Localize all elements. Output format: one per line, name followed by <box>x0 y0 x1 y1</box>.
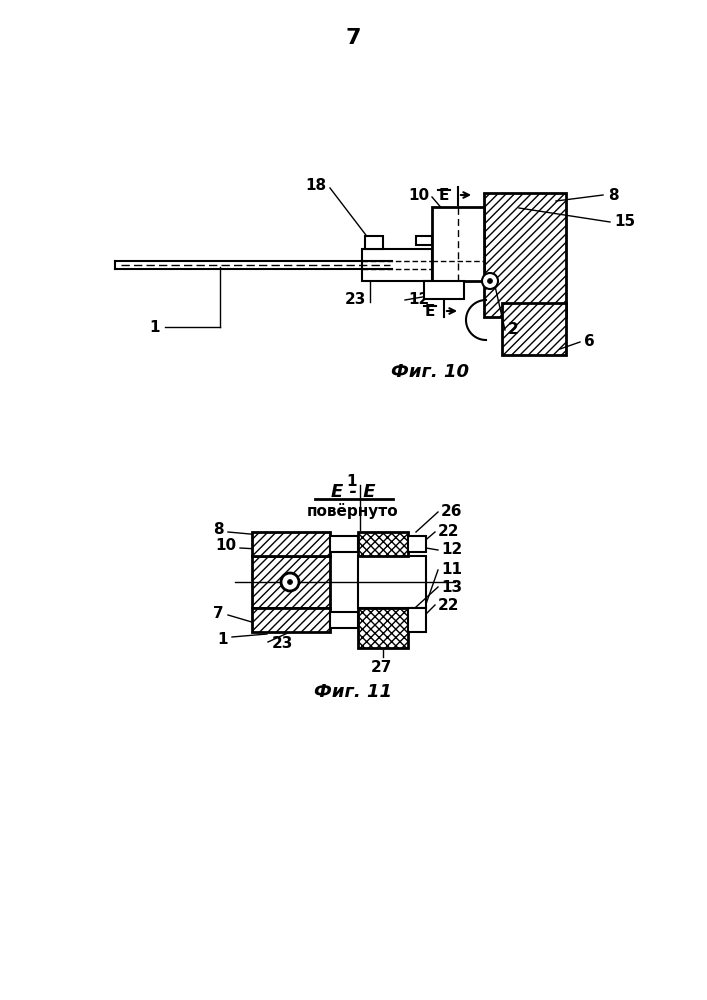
Text: 1: 1 <box>149 320 160 334</box>
Bar <box>252 532 330 556</box>
Text: повёрнуто: повёрнуто <box>307 503 399 519</box>
Text: Фиг. 11: Фиг. 11 <box>314 683 392 701</box>
Text: 12: 12 <box>441 542 462 558</box>
Text: 13: 13 <box>441 580 462 594</box>
Circle shape <box>281 573 299 591</box>
Text: 18: 18 <box>305 178 326 194</box>
Bar <box>330 536 358 552</box>
Bar <box>502 303 566 355</box>
Circle shape <box>488 278 493 284</box>
Text: 7: 7 <box>345 28 361 48</box>
Text: Фиг. 10: Фиг. 10 <box>391 363 469 381</box>
Text: Е - Е: Е - Е <box>331 483 375 501</box>
Text: 22: 22 <box>438 524 460 540</box>
Text: 26: 26 <box>441 504 462 520</box>
Text: 15: 15 <box>614 215 635 230</box>
Bar <box>358 608 408 648</box>
Text: 1: 1 <box>218 632 228 647</box>
Text: 27: 27 <box>370 660 392 675</box>
Bar <box>484 193 566 317</box>
Text: 10: 10 <box>215 538 236 554</box>
Bar <box>358 532 408 556</box>
Bar <box>408 608 426 632</box>
Bar <box>358 556 426 608</box>
Bar <box>424 281 464 299</box>
Text: 11: 11 <box>441 562 462 578</box>
Bar <box>365 236 383 249</box>
Text: 1: 1 <box>346 475 357 489</box>
Text: 23: 23 <box>344 292 366 308</box>
Text: 23: 23 <box>272 637 293 652</box>
Bar <box>416 236 432 245</box>
Text: 6: 6 <box>584 334 595 350</box>
Text: Е: Е <box>439 188 449 202</box>
Bar <box>252 608 330 632</box>
Circle shape <box>288 580 293 584</box>
Text: 7: 7 <box>214 605 224 620</box>
Text: 8: 8 <box>608 188 619 202</box>
Bar <box>408 536 426 552</box>
Bar <box>362 249 432 281</box>
Text: Е: Е <box>425 304 436 318</box>
Text: 2: 2 <box>508 322 519 336</box>
Bar <box>432 207 484 281</box>
Circle shape <box>482 273 498 289</box>
Bar <box>330 612 358 628</box>
Text: 12: 12 <box>408 292 429 308</box>
Text: 8: 8 <box>214 522 224 538</box>
Text: 10: 10 <box>408 188 429 202</box>
Bar <box>252 556 330 608</box>
Text: 22: 22 <box>438 597 460 612</box>
